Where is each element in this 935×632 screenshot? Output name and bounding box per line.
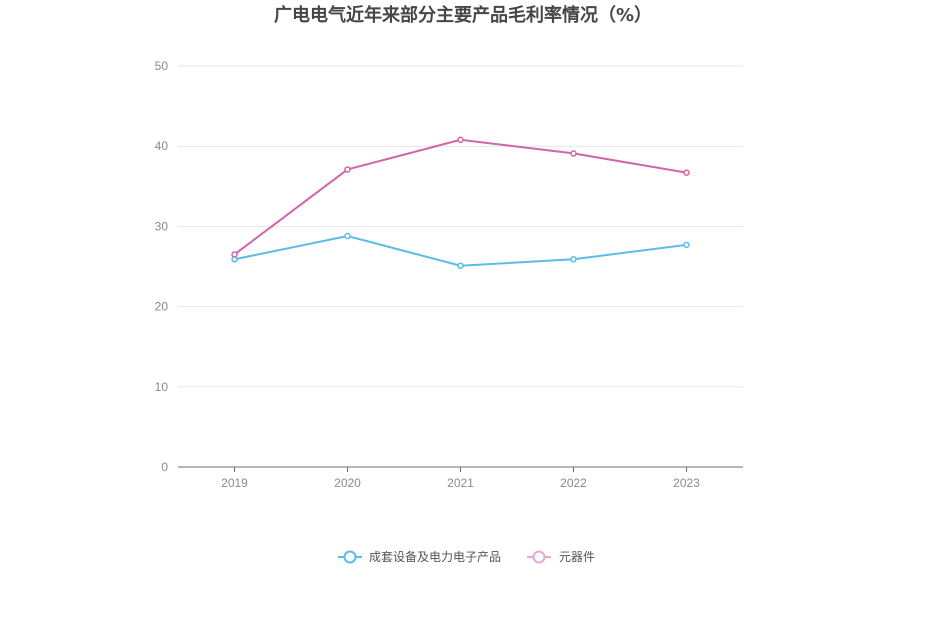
series-line	[234, 234, 687, 267]
legend-item-1[interactable]: 成套设备及电力电子产品	[338, 550, 501, 564]
legend-marker	[343, 550, 357, 564]
y-tick-label: 50	[155, 59, 169, 73]
series-1	[231, 232, 690, 269]
series-line	[233, 138, 687, 256]
data-point[interactable]	[570, 256, 577, 263]
x-axis: 2019 2020 2021 2022 2023	[178, 466, 743, 490]
data-point[interactable]	[457, 262, 464, 269]
data-point[interactable]	[683, 241, 690, 249]
y-axis: 0 10 20 30 40 50	[155, 59, 169, 474]
legend-item-2[interactable]: 元器件	[527, 550, 595, 564]
data-point[interactable]	[344, 232, 351, 240]
chart-title: 广电电气近年来部分主要产品毛利率情况（%）	[274, 4, 652, 26]
y-tick-label: 10	[155, 380, 169, 394]
legend-label: 元器件	[559, 550, 595, 564]
series-layer	[231, 136, 690, 269]
grid	[178, 65, 743, 388]
data-point[interactable]	[231, 251, 238, 258]
x-tick-label: 2020	[334, 476, 361, 490]
series-2	[231, 136, 690, 258]
legend[interactable]: 成套设备及电力电子产品 元器件	[338, 550, 595, 564]
x-tick-label: 2021	[447, 476, 474, 490]
x-tick-label: 2022	[560, 476, 587, 490]
legend-label: 成套设备及电力电子产品	[369, 550, 501, 564]
data-point[interactable]	[457, 136, 464, 144]
data-point[interactable]	[683, 169, 690, 176]
x-tick-label: 2023	[673, 476, 700, 490]
y-tick-label: 20	[155, 300, 169, 314]
data-point[interactable]	[344, 166, 351, 173]
y-tick-label: 40	[155, 139, 169, 153]
y-tick-label: 0	[161, 460, 168, 474]
legend-marker	[532, 550, 546, 564]
y-tick-label: 30	[155, 219, 169, 233]
x-tick-label: 2019	[221, 476, 248, 490]
data-point[interactable]	[570, 150, 577, 157]
